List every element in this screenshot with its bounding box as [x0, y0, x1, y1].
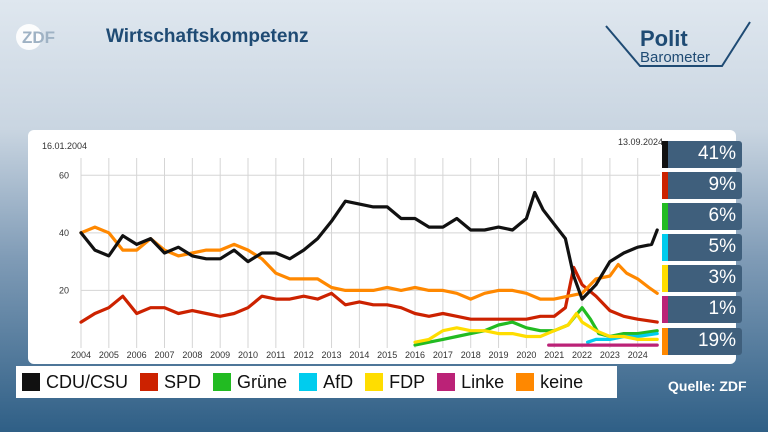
x-tick-label: 2014 [349, 350, 369, 360]
brand-line1: Polit [640, 26, 688, 51]
final-values: 41% 9% 6% 5% 3% 1% 19% [662, 141, 742, 359]
legend-swatch [365, 373, 384, 391]
value-color-bar [662, 234, 668, 262]
value-badge: 9% [662, 172, 742, 200]
legend-swatch [140, 373, 159, 391]
value-color-bar [662, 296, 668, 324]
legend-swatch [299, 373, 318, 391]
legend-item: Linke [437, 372, 504, 393]
value-badge: 1% [662, 296, 742, 324]
legend-item: CDU/CSU [22, 372, 128, 393]
legend-label: FDP [389, 371, 426, 392]
x-tick-label: 2016 [405, 350, 425, 360]
x-tick-label: 2009 [210, 350, 230, 360]
zdf-logo-text: ZDF [22, 28, 55, 47]
legend-label: AfD [323, 371, 354, 392]
x-tick-label: 2018 [461, 350, 481, 360]
x-tick-label: 2020 [516, 350, 536, 360]
x-tick-label: 2012 [294, 350, 314, 360]
source-note: Quelle: ZDF [668, 378, 747, 394]
chart-panel [28, 130, 736, 364]
legend-label: CDU/CSU [46, 371, 129, 392]
x-tick-label: 2017 [433, 350, 453, 360]
legend-label: Linke [461, 371, 505, 392]
x-tick-label: 2023 [600, 350, 620, 360]
x-tick-label: 2004 [71, 350, 91, 360]
x-tick-label: 2008 [182, 350, 202, 360]
x-tick-label: 2024 [628, 350, 648, 360]
x-tick-label: 2021 [544, 350, 564, 360]
page-title: Wirtschaftskompetenz [106, 26, 309, 47]
series-line-grüne [413, 306, 659, 347]
y-tick-label: 40 [59, 228, 69, 238]
value-label: 19% [697, 329, 736, 351]
value-label: 41% [697, 143, 736, 164]
politbarometer-logo [605, 21, 751, 67]
y-tick-label: 60 [59, 170, 69, 180]
x-tick-label: 2015 [377, 350, 397, 360]
legend-label: keine [540, 371, 584, 392]
value-label: 9% [708, 174, 736, 196]
legend-swatch [516, 373, 535, 391]
chart-legend: CDU/CSU SPD Grüne AfD FDP Linke keine [16, 366, 617, 398]
brand-line2: Barometer [640, 49, 711, 66]
value-badge: 41% [662, 141, 742, 168]
x-tick-label: 2005 [99, 350, 119, 360]
end-date-label: 13.09.2024 [618, 137, 663, 147]
value-color-bar [662, 203, 668, 231]
value-color-bar [662, 141, 668, 168]
legend-swatch [213, 373, 232, 391]
value-label: 1% [708, 298, 736, 320]
x-tick-label: 2007 [154, 350, 174, 360]
x-tick-label: 2010 [238, 350, 258, 360]
value-badge: 3% [662, 265, 742, 293]
legend-item: AfD [299, 372, 353, 393]
value-color-bar [662, 265, 668, 293]
chart: 2004 2005 2006 2007 2008 2009 2010 2011 2012 2013… [42, 137, 663, 360]
legend-item: SPD [140, 372, 201, 393]
value-badge: 5% [662, 234, 742, 262]
legend-item: Grüne [213, 372, 287, 393]
value-color-bar [662, 172, 668, 200]
x-tick-label: 2022 [572, 350, 592, 360]
x-tick-label: 2013 [322, 350, 342, 360]
series-line-fdp [413, 311, 659, 344]
x-tick-label: 2019 [489, 350, 509, 360]
legend-swatch [22, 373, 40, 391]
value-label: 5% [708, 236, 736, 258]
series-line-cducsu [79, 190, 659, 301]
zdf-logo: ZDF [16, 24, 55, 50]
start-date-label: 16.01.2004 [42, 141, 87, 151]
y-tick-label: 20 [59, 285, 69, 295]
legend-label: SPD [164, 371, 202, 392]
value-badge: 19% [662, 327, 742, 355]
value-badge: 6% [662, 203, 742, 231]
legend-label: Grüne [237, 371, 288, 392]
x-tick-label: 2011 [266, 350, 285, 360]
legend-item: keine [516, 372, 583, 393]
series-line-spd [79, 265, 659, 324]
value-label: 6% [708, 205, 736, 227]
value-color-bar [662, 327, 668, 355]
value-label: 3% [708, 267, 736, 289]
legend-item: FDP [365, 372, 425, 393]
x-tick-label: 2006 [127, 350, 147, 360]
legend-swatch [437, 373, 456, 391]
